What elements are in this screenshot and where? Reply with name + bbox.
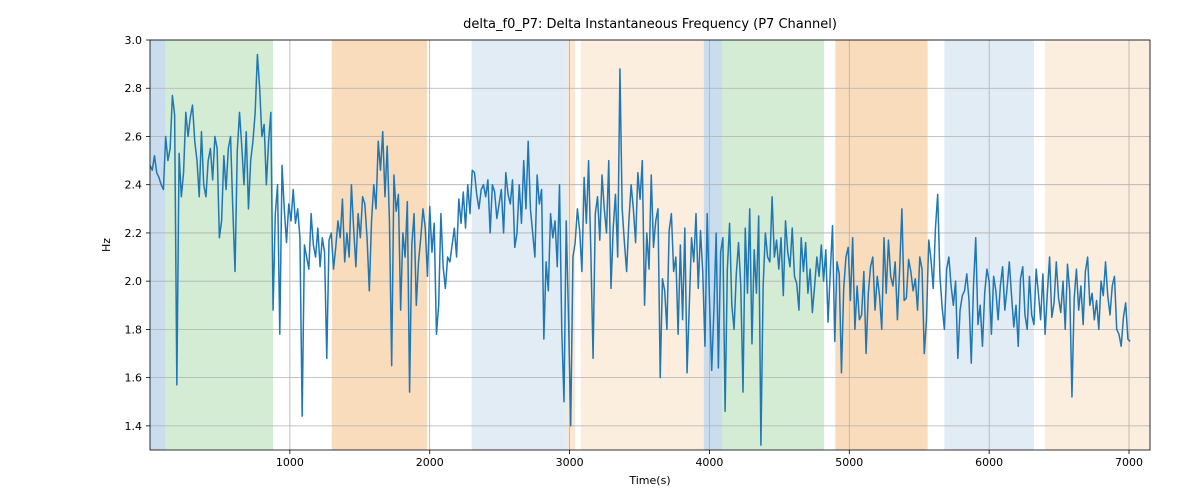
y-tick-label: 2.0 [125,275,143,288]
background-band [472,40,567,450]
background-band [150,40,165,450]
x-tick-label: 5000 [835,456,863,469]
x-tick-label: 1000 [276,456,304,469]
y-tick-label: 1.6 [125,372,143,385]
x-tick-label: 4000 [695,456,723,469]
y-axis-label: Hz [100,238,113,252]
y-tick-label: 2.4 [125,179,143,192]
y-tick-label: 2.2 [125,227,143,240]
y-tick-label: 2.8 [125,82,143,95]
x-axis-label: Time(s) [628,474,670,487]
chart-title: delta_f0_P7: Delta Instantaneous Frequen… [463,17,837,32]
y-tick-label: 3.0 [125,34,143,47]
x-tick-label: 6000 [975,456,1003,469]
chart-svg: 1000 2000 3000 4000 5000 6000 7000 1.4 1.6 1.8 2.0… [0,0,1200,500]
background-band [722,40,824,450]
x-tick-label: 2000 [416,456,444,469]
background-band [1045,40,1150,450]
background-band [165,40,273,450]
y-tick-label: 1.4 [125,420,143,433]
y-tick-label: 2.6 [125,130,143,143]
x-tick-label: 7000 [1115,456,1143,469]
delta-frequency-chart: 1000 2000 3000 4000 5000 6000 7000 1.4 1.6 1.8 2.0… [0,0,1200,500]
x-tick-label: 3000 [556,456,584,469]
y-tick-label: 1.8 [125,323,143,336]
